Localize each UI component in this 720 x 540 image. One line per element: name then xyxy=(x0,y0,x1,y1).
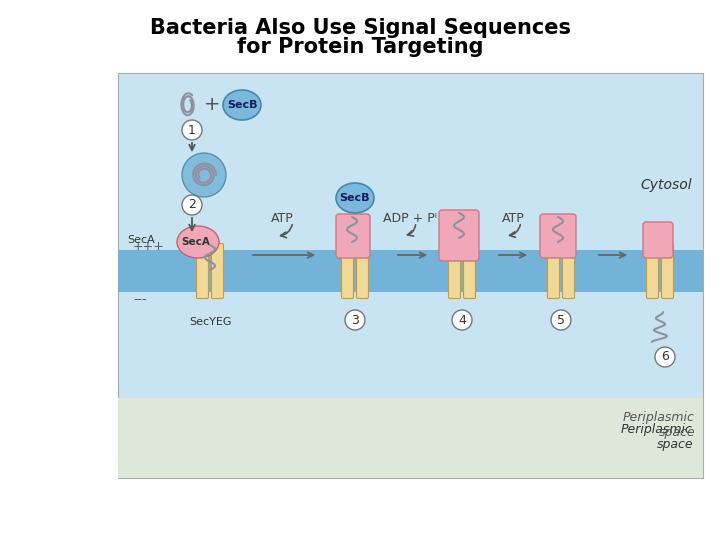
Circle shape xyxy=(345,310,365,330)
FancyBboxPatch shape xyxy=(356,244,369,299)
Circle shape xyxy=(182,195,202,215)
Ellipse shape xyxy=(177,226,219,258)
Bar xyxy=(118,398,703,478)
Text: 6: 6 xyxy=(661,350,669,363)
Text: 5: 5 xyxy=(557,314,565,327)
Text: ADP + Pᴵ: ADP + Pᴵ xyxy=(383,212,437,225)
FancyBboxPatch shape xyxy=(547,244,559,299)
Text: Periplasmic
space: Periplasmic space xyxy=(621,423,693,451)
Circle shape xyxy=(182,120,202,140)
Text: 3: 3 xyxy=(351,314,359,327)
FancyBboxPatch shape xyxy=(336,214,370,258)
Circle shape xyxy=(182,153,226,197)
Text: ---: --- xyxy=(133,294,146,307)
Text: for Protein Targeting: for Protein Targeting xyxy=(237,37,483,57)
FancyBboxPatch shape xyxy=(562,244,575,299)
FancyBboxPatch shape xyxy=(341,244,354,299)
Text: ATP: ATP xyxy=(271,212,293,225)
Circle shape xyxy=(452,310,472,330)
Text: SecA: SecA xyxy=(127,235,155,245)
Text: +++: +++ xyxy=(133,240,165,253)
Text: ATP: ATP xyxy=(502,212,524,225)
Text: Cytosol: Cytosol xyxy=(640,178,692,192)
Text: +: + xyxy=(204,96,220,114)
Text: Bacteria Also Use Signal Sequences: Bacteria Also Use Signal Sequences xyxy=(150,18,570,38)
FancyBboxPatch shape xyxy=(662,244,673,299)
FancyBboxPatch shape xyxy=(449,244,461,299)
FancyBboxPatch shape xyxy=(540,214,576,258)
Text: 2: 2 xyxy=(188,199,196,212)
FancyBboxPatch shape xyxy=(647,244,659,299)
Text: 4: 4 xyxy=(458,314,466,327)
FancyBboxPatch shape xyxy=(464,244,475,299)
FancyBboxPatch shape xyxy=(212,244,223,299)
Ellipse shape xyxy=(336,183,374,213)
Bar xyxy=(118,250,703,292)
Circle shape xyxy=(551,310,571,330)
Text: SecB: SecB xyxy=(227,100,257,110)
FancyBboxPatch shape xyxy=(439,210,479,261)
Ellipse shape xyxy=(223,90,261,120)
Text: SecA: SecA xyxy=(181,237,210,247)
FancyBboxPatch shape xyxy=(118,73,703,478)
Circle shape xyxy=(655,347,675,367)
FancyBboxPatch shape xyxy=(197,244,209,299)
Text: 1: 1 xyxy=(188,124,196,137)
FancyBboxPatch shape xyxy=(643,222,673,258)
Text: SecB: SecB xyxy=(340,193,370,203)
Text: SecYEG: SecYEG xyxy=(189,317,231,327)
Text: Periplasmic
space: Periplasmic space xyxy=(623,411,695,439)
